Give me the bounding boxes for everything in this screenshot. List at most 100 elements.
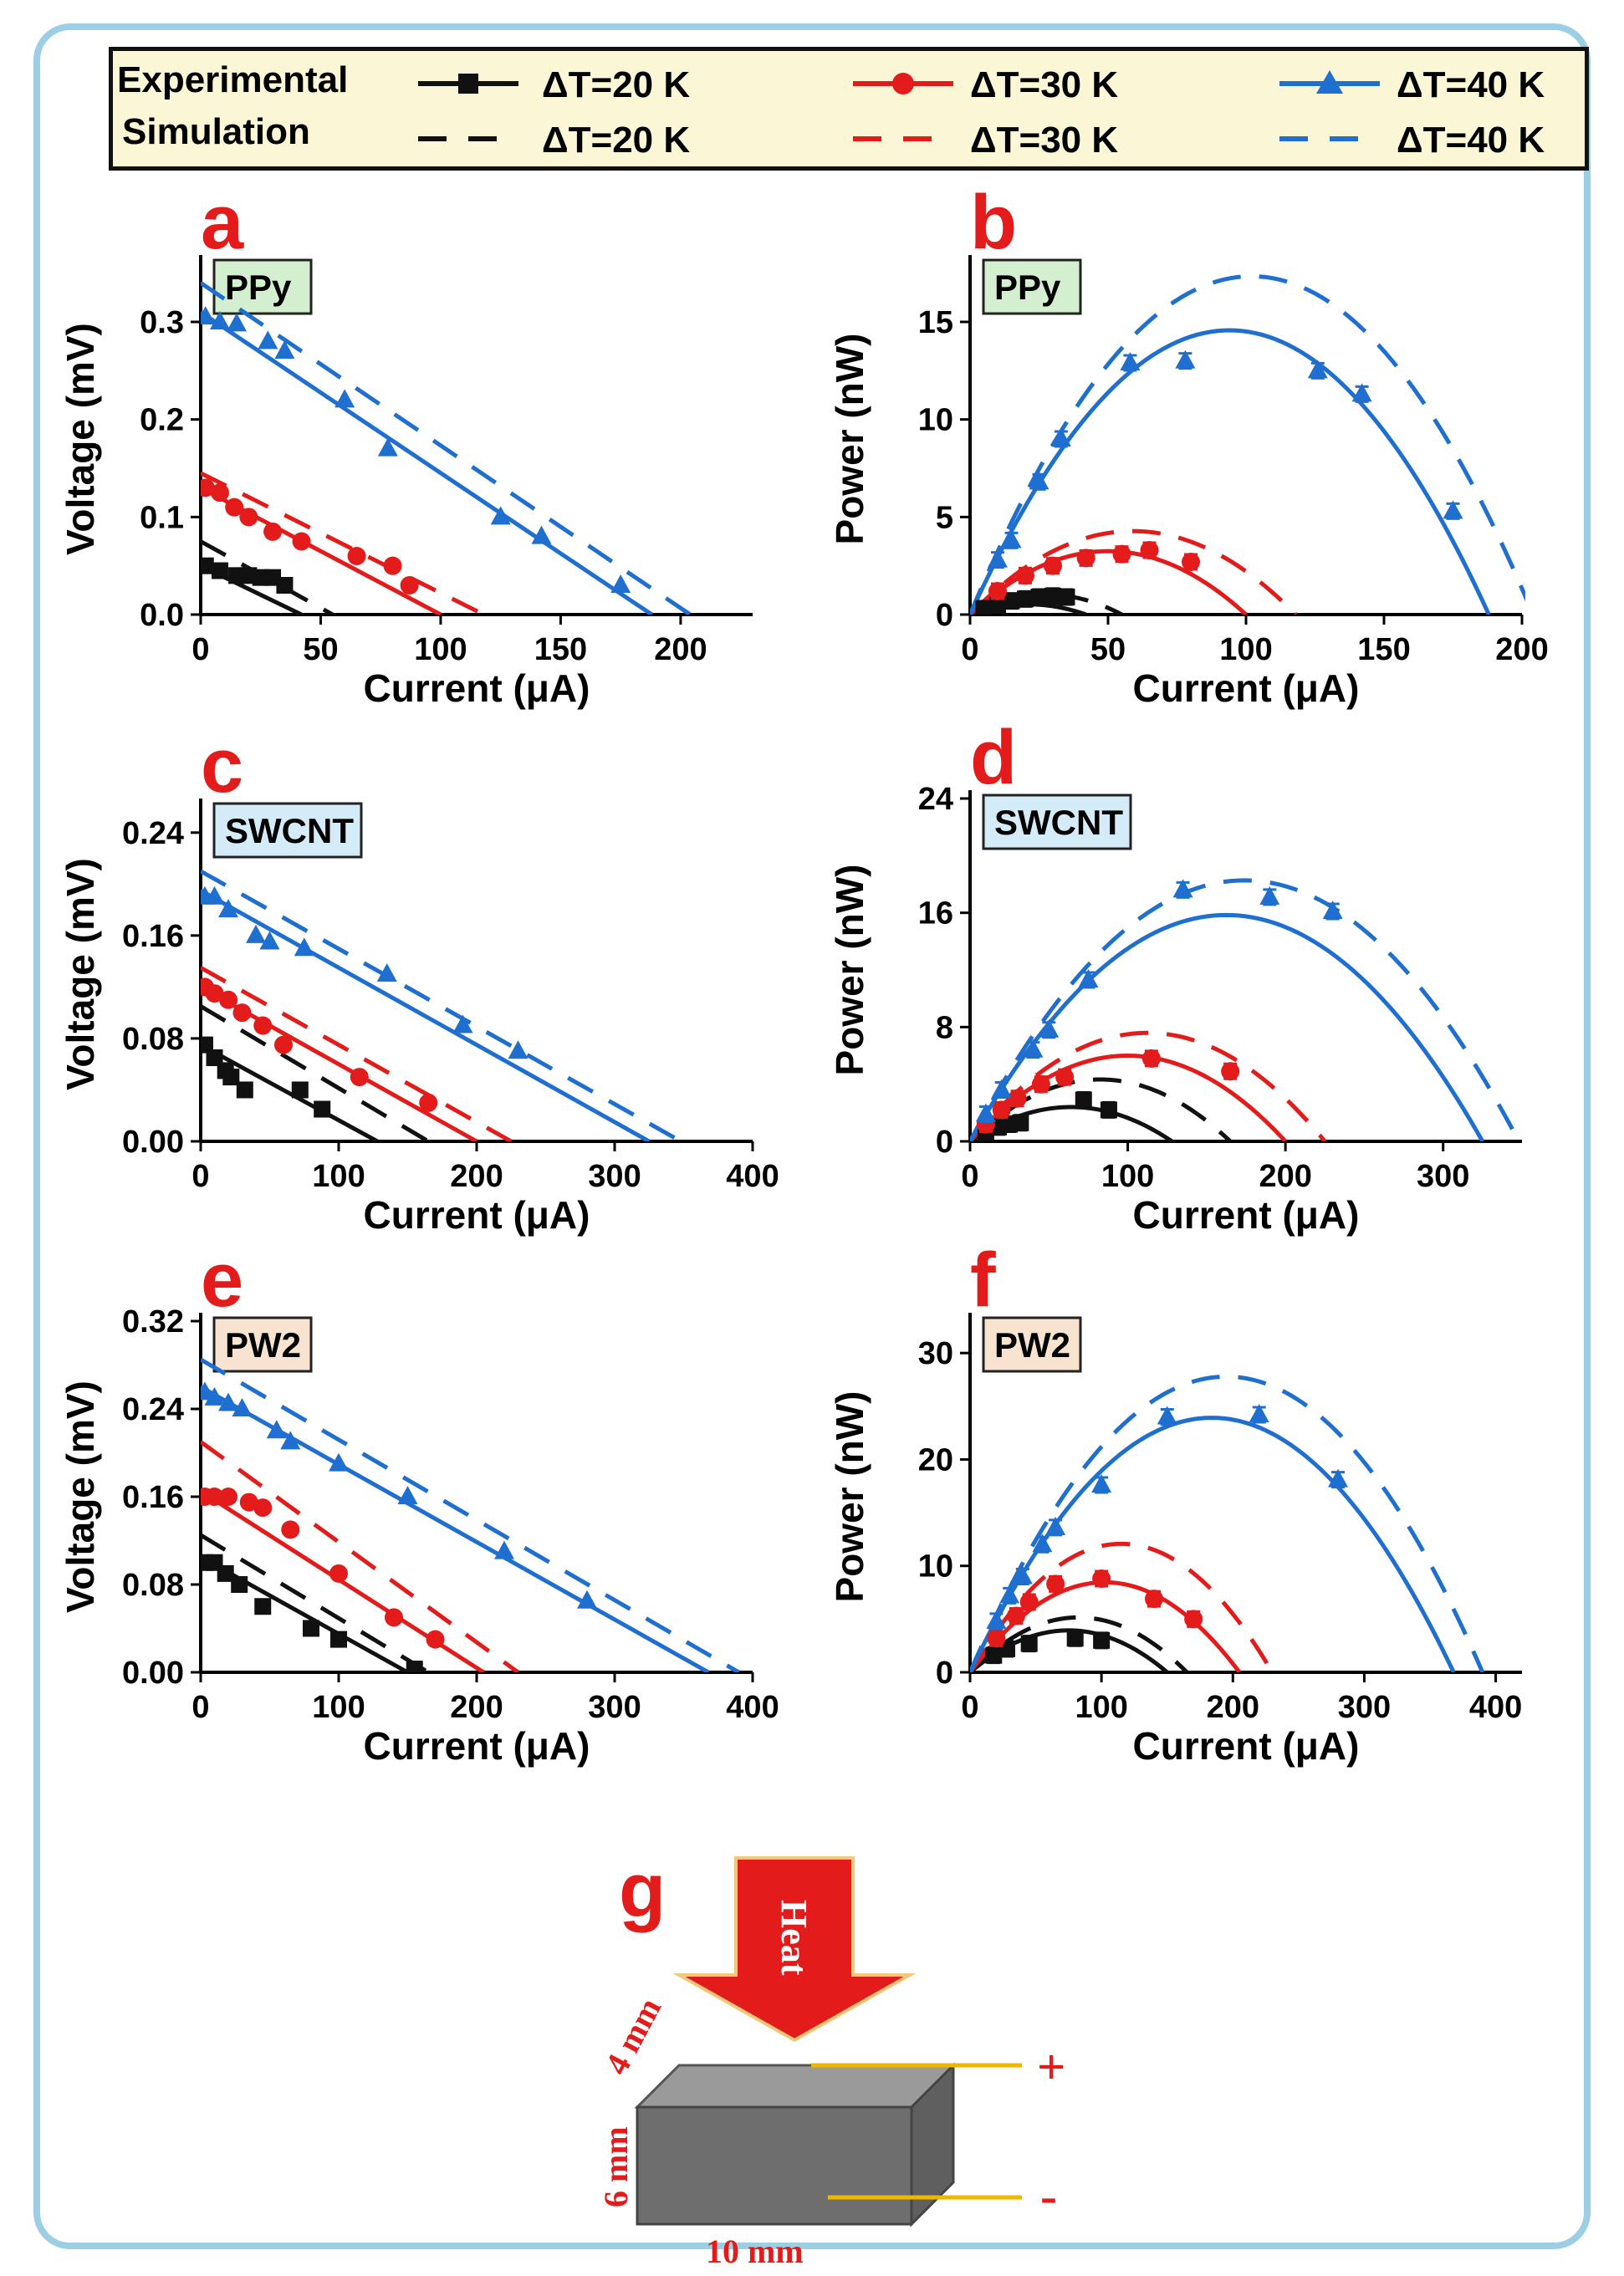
legend-exp-20-marker <box>458 74 478 94</box>
chart-b-experimental-t-40-k-point <box>1307 360 1328 379</box>
chart-f-data <box>970 1374 1485 1672</box>
chart-b-experimental-t-40-k-line <box>970 328 1491 615</box>
chart-b-experimental-t-30-k-point <box>988 582 1007 600</box>
chart-e-experimental-t-30-k-point <box>205 1488 224 1506</box>
panel-b-power-ppy: 0 50 100 150 200 0 5 10 15 Current (μA) Power (nW)… <box>828 180 1549 710</box>
chart-b-experimental-t-20-k-point <box>1017 590 1034 608</box>
chart-a-x-tick-label: 0 <box>192 632 209 667</box>
chart-c-simulation-t-40-k-line <box>201 869 682 1141</box>
chart-f-experimental-t-40-k-point <box>1328 1468 1348 1488</box>
panel-d-power-swcnt: 0 100 200 300 0 8 16 24 Current (μA) Power (nW) dS… <box>828 715 1522 1237</box>
chart-a-simulation-t-40-k-line <box>201 281 692 615</box>
chart-b-y-tick-label: 5 <box>936 500 953 535</box>
chart-b-experimental-t-40-k-point <box>1175 350 1196 369</box>
legend-row-experimental: Experimental <box>117 59 348 100</box>
chart-e-experimental-t-40-k-line <box>201 1385 710 1672</box>
chart-b-data <box>970 273 1525 615</box>
chart-c-experimental-t-40-k-point <box>508 1040 529 1059</box>
chart-a-simulation-t-30-k-line <box>201 471 485 615</box>
chart-f-panel-letter: f <box>970 1238 996 1323</box>
chart-f-experimental-t-40-k-point <box>1249 1404 1269 1422</box>
chart-f-material-tag <box>982 1316 1082 1373</box>
chart-f-y-axis-label: Power (nW) <box>828 1391 871 1603</box>
block-top-face <box>634 2064 957 2109</box>
chart-c-y-tick-label: 0.00 <box>122 1125 184 1160</box>
chart-e-experimental-t-30-k-point <box>385 1608 403 1627</box>
chart-f-y-tick-label: 0 <box>936 1656 953 1691</box>
chart-f-x-tick-label: 300 <box>1338 1690 1391 1725</box>
chart-f-experimental-t-40-k-point <box>986 1610 1007 1629</box>
chart-e-experimental-t-30-k-point <box>239 1493 258 1512</box>
chart-b-experimental-t-20-k-point <box>1058 589 1075 605</box>
chart-b-experimental-t-40-k-point <box>1050 428 1071 447</box>
chart-a-experimental-t-40-k-point <box>258 330 278 350</box>
chart-c-experimental-t-30-k-point <box>419 1093 438 1112</box>
chart-d-experimental-t-40-k-point <box>1039 1018 1060 1038</box>
chart-a-experimental-t-30-k-point <box>292 532 311 551</box>
chart-e-experimental-t-40-k-point <box>266 1420 287 1439</box>
chart-d-experimental-t-30-k-point <box>992 1100 1011 1120</box>
chart-a-panel-letter: a <box>201 180 244 265</box>
chart-c-experimental-t-40-k-point <box>204 885 225 905</box>
legend-box <box>109 47 1589 171</box>
chart-c-x-tick-label: 100 <box>312 1159 365 1194</box>
chart-c-x-tick-label: 200 <box>450 1159 503 1194</box>
dimension-length: 10 mm <box>706 2233 804 2270</box>
chart-d-data <box>970 878 1521 1141</box>
chart-e-experimental-t-40-k-point <box>232 1398 253 1416</box>
chart-d-experimental-t-40-k-point <box>991 1079 1012 1098</box>
chart-f-experimental-t-30-k-point <box>1184 1610 1203 1629</box>
chart-c-x-tick-label: 0 <box>192 1159 209 1194</box>
chart-d-y-tick-label: 24 <box>918 782 953 817</box>
chart-b-x-tick-label: 200 <box>1495 632 1548 667</box>
panel-e-voltage-pw2: 0 100 200 300 400 0.00 0.08 0.16 0.24 0.32 Current… <box>59 1238 779 1768</box>
chart-c-experimental-t-30-k-point <box>274 1035 293 1054</box>
negative-terminal: - <box>1040 2168 1057 2223</box>
chart-e-x-tick-label: 300 <box>588 1690 641 1725</box>
chart-b-y-axis-label: Power (nW) <box>828 334 871 545</box>
chart-c-experimental-t-20-k-line <box>201 1043 379 1141</box>
chart-e-experimental-t-20-k-point <box>217 1564 234 1582</box>
chart-a-y-axis-label: Voltage (mV) <box>59 323 102 555</box>
chart-c-experimental-t-20-k-point <box>222 1069 240 1086</box>
chart-f-simulation-t-40-k-line <box>970 1374 1485 1672</box>
chart-c-experimental-t-30-k-point <box>205 984 224 1003</box>
chart-e-panel-letter: e <box>201 1238 243 1323</box>
chart-a-material-label: PPy <box>225 268 292 307</box>
positive-terminal: + <box>1037 2039 1065 2095</box>
legend: Experimental Simulation ΔT=20 K ΔT=30 K … <box>117 59 1545 161</box>
chart-a-x-tick-label: 150 <box>534 632 587 667</box>
chart-b-x-tick-label: 150 <box>1357 632 1410 667</box>
chart-d-y-tick-label: 8 <box>936 1010 953 1045</box>
chart-c-experimental-t-30-k-point <box>232 1003 252 1023</box>
chart-e-experimental-t-40-k-point <box>494 1540 514 1559</box>
chart-f-experimental-t-30-k-point <box>1046 1574 1065 1594</box>
chart-a-y-tick-label: 0.2 <box>140 403 184 438</box>
chart-d-experimental-t-20-k-point <box>1100 1101 1117 1119</box>
chart-b-experimental-t-30-k-point <box>1044 556 1062 575</box>
chart-e-simulation-t-30-k-line <box>201 1440 519 1672</box>
chart-a-experimental-t-30-k-point <box>347 547 366 565</box>
panel-a-voltage-ppy: 0 50 100 150 200 0.0 0.1 0.2 0.3 Current (μA) Volt… <box>59 180 753 710</box>
chart-e-x-tick-label: 200 <box>450 1690 503 1725</box>
chart-e-y-tick-label: 0.00 <box>122 1656 184 1691</box>
chart-e-y-tick-label: 0.16 <box>122 1480 184 1515</box>
chart-b-material-label: PPy <box>994 268 1061 307</box>
chart-c-material-label: SWCNT <box>225 811 354 850</box>
chart-c-y-tick-label: 0.16 <box>122 919 184 954</box>
chart-d-x-tick-label: 200 <box>1259 1159 1311 1194</box>
chart-f-experimental-t-20-k-point <box>1093 1631 1111 1649</box>
chart-a-experimental-t-40-k-point <box>377 437 398 457</box>
chart-e-experimental-t-30-k-point <box>281 1520 300 1539</box>
chart-a-experimental-t-40-k-point <box>201 306 216 325</box>
chart-b-x-tick-label: 50 <box>1090 632 1126 667</box>
chart-d-x-tick-label: 0 <box>961 1159 978 1194</box>
chart-c-data <box>201 869 682 1141</box>
chart-b-x-tick-label: 0 <box>961 632 978 667</box>
chart-a-experimental-t-40-k-point <box>227 313 248 332</box>
chart-d-simulation-t-30-k-line <box>970 1030 1327 1141</box>
heat-arrow-icon <box>672 1856 917 2043</box>
chart-a-experimental-t-40-k-point <box>490 506 511 525</box>
chart-d-experimental-t-40-k-point <box>1322 900 1343 919</box>
